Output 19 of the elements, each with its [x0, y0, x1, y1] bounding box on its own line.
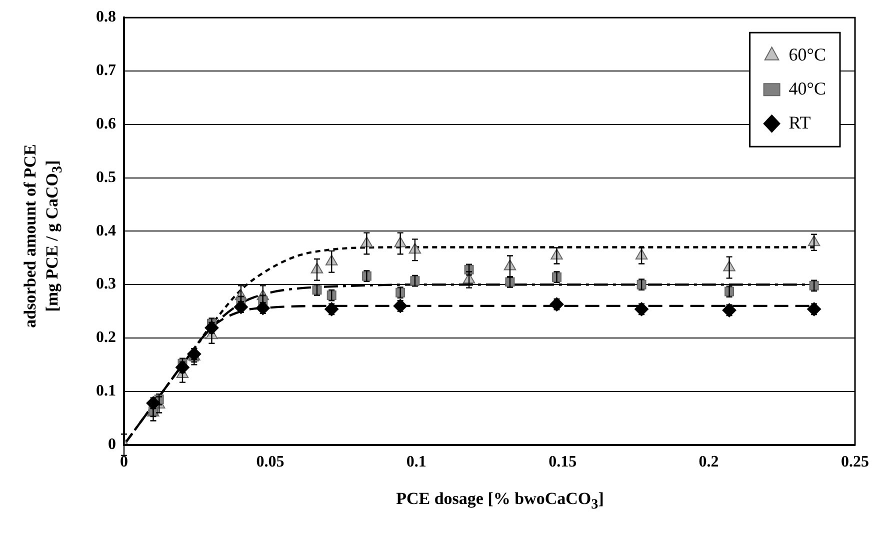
legend-label: RT	[788, 112, 811, 132]
x-tick-label: 0.25	[841, 454, 869, 471]
y-tick-label: 0.7	[96, 62, 116, 80]
x-axis-title: PCE dosage [% bwoCaCO$_{3}$]	[396, 488, 604, 514]
y-tick-label: 0.4	[96, 222, 116, 240]
y-tick-label: 0.2	[96, 329, 116, 346]
y-tick-label: 0	[108, 436, 116, 453]
x-tick-label: 0.05	[256, 454, 284, 471]
y-tick-label: 0.1	[96, 382, 116, 400]
x-tick-label: 0.1	[406, 454, 426, 471]
y-tick-label: 0.3	[96, 276, 116, 293]
legend-label: 60°C	[788, 44, 826, 64]
x-tick-label: 0.15	[548, 454, 577, 471]
x-tick-label: 0.2	[698, 454, 719, 471]
x-tick-label: 0	[120, 454, 128, 471]
y-tick-label: 0.5	[96, 168, 116, 186]
legend-label: 40°C	[788, 78, 826, 98]
y-tick-label: 0.6	[96, 116, 116, 133]
y-tick-label: 0.8	[96, 8, 116, 26]
